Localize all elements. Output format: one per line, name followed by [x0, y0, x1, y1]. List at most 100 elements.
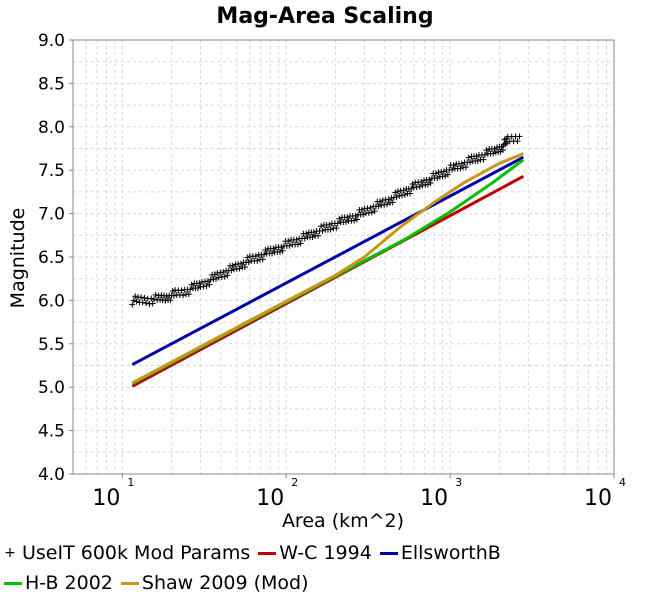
x-tick-label: 10	[584, 486, 612, 511]
scatter-point	[360, 211, 367, 218]
scatter-point	[254, 257, 261, 264]
scatter-point	[162, 297, 169, 304]
scatter-point	[211, 271, 218, 278]
y-axis-label: Magnitude	[7, 208, 29, 309]
scatter-point	[449, 166, 456, 173]
legend-row-2: H-B 2002 Shaw 2009 (Mod)	[4, 568, 644, 598]
x-tick-exponent: 4	[619, 476, 626, 489]
scatter-point	[353, 216, 360, 223]
scatter-point	[203, 283, 210, 290]
scatter-point	[514, 138, 521, 145]
y-tick-label: 7.5	[38, 161, 65, 181]
scatter-point	[416, 183, 423, 190]
scatter-point	[434, 175, 441, 182]
y-tick-label: 8.5	[38, 74, 65, 94]
scatter-point	[132, 293, 139, 300]
scatter-point	[229, 262, 236, 269]
plus-marker-icon: +	[4, 545, 16, 561]
scatter-point	[148, 295, 155, 302]
scatter-point	[252, 253, 259, 260]
scatter-point	[228, 267, 235, 274]
scatter-point	[427, 180, 434, 187]
legend-item-wc1994: W-C 1994	[258, 542, 372, 564]
scatter-point	[368, 209, 375, 216]
scatter-point	[276, 248, 283, 255]
scatter-point	[444, 171, 451, 178]
legend-item-useit: + UseIT 600k Mod Params	[4, 542, 250, 564]
scatter-point	[393, 194, 400, 201]
scatter-point	[130, 297, 137, 304]
line-swatch-icon	[4, 581, 22, 585]
scatter-point	[392, 189, 399, 196]
scatter-point	[221, 273, 228, 280]
scatter-point	[462, 164, 469, 171]
scatter-point	[367, 204, 374, 211]
scatter-point	[293, 236, 300, 243]
scatter-point	[188, 281, 195, 288]
scatter-point	[326, 221, 333, 228]
scatter-point	[333, 225, 340, 232]
scatter-point	[371, 208, 378, 215]
scatter-point	[315, 232, 322, 239]
x-axis: 10 1 10 2 10 3 10 4	[92, 474, 626, 511]
scatter-point	[152, 291, 159, 298]
scatter-point	[358, 206, 365, 213]
scatter-point	[245, 259, 252, 266]
scatter-point	[163, 293, 170, 300]
x-tick-exponent: 1	[127, 476, 134, 489]
scatter-point	[516, 133, 523, 140]
scatter-point	[262, 246, 269, 253]
grid	[72, 39, 614, 475]
scatter-point	[389, 199, 396, 206]
x-tick-label: 10	[256, 486, 284, 511]
scatter-point	[224, 272, 231, 279]
scatter-point	[149, 300, 156, 307]
scatter-point	[385, 196, 392, 203]
scatter-point	[301, 235, 308, 242]
scatter-point	[220, 269, 227, 276]
line-swatch-icon	[379, 551, 398, 555]
scatter-point	[440, 168, 447, 175]
scatter-point	[400, 187, 407, 194]
x-tick-exponent: 2	[291, 476, 298, 489]
scatter-point	[491, 145, 498, 152]
scatter-point	[269, 250, 276, 257]
legend: + UseIT 600k Mod Params W-C 1994 Ellswor…	[4, 538, 644, 598]
scatter-point	[426, 176, 433, 183]
scatter-point	[336, 215, 343, 222]
legend-label: W-C 1994	[279, 542, 372, 564]
scatter-point	[151, 296, 158, 303]
scatter-point	[351, 217, 358, 224]
series-layer	[129, 133, 525, 388]
mag-area-chart: Mag-Area Scaling 4.0 4.5 5.0 5.5 6.0 6.5 7.0 7.…	[7, 4, 626, 532]
scatter-point	[432, 170, 439, 177]
scatter-point	[259, 256, 266, 263]
y-tick-label: 9.0	[38, 31, 65, 51]
scatter-point	[342, 219, 349, 226]
legend-label: EllsworthB	[400, 542, 501, 564]
scatter-point	[297, 240, 304, 247]
scatter-point	[418, 178, 425, 185]
scatter-point	[185, 291, 192, 298]
scatter-point	[424, 181, 431, 188]
y-tick-label: 5.5	[38, 335, 65, 355]
legend-item-ellsworthb: EllsworthB	[379, 542, 501, 564]
scatter-point	[141, 295, 148, 302]
scatter-point	[236, 265, 243, 272]
scatter-point	[318, 223, 325, 230]
scatter-point	[310, 229, 317, 236]
scatter-point	[376, 198, 383, 205]
scatter-point	[303, 230, 310, 237]
y-tick-label: 6.5	[38, 248, 65, 268]
y-tick-label: 4.0	[38, 465, 65, 485]
scatter-point	[319, 227, 326, 234]
scatter-point	[490, 150, 497, 157]
scatter-point	[334, 220, 341, 227]
y-tick-label: 8.0	[38, 118, 65, 138]
scatter-point	[139, 299, 146, 306]
x-tick-label: 10	[92, 486, 120, 511]
scatter-point	[196, 280, 203, 287]
scatter-point	[294, 241, 301, 248]
legend-row-1: + UseIT 600k Mod Params W-C 1994 Ellswor…	[4, 538, 644, 568]
scatter-point	[467, 159, 474, 166]
